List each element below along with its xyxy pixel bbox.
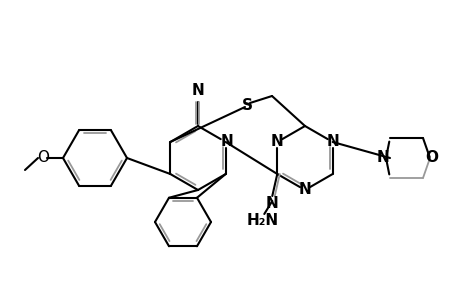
Text: S: S bbox=[241, 98, 252, 112]
Text: O: O bbox=[425, 151, 437, 166]
Text: H₂N: H₂N bbox=[246, 214, 278, 229]
Text: N: N bbox=[270, 134, 283, 149]
Text: N: N bbox=[265, 196, 278, 211]
Text: N: N bbox=[325, 134, 338, 149]
Text: N: N bbox=[376, 151, 388, 166]
Text: N: N bbox=[298, 182, 311, 197]
Text: N: N bbox=[220, 134, 233, 149]
Text: O: O bbox=[37, 151, 49, 166]
Text: N: N bbox=[191, 82, 204, 98]
